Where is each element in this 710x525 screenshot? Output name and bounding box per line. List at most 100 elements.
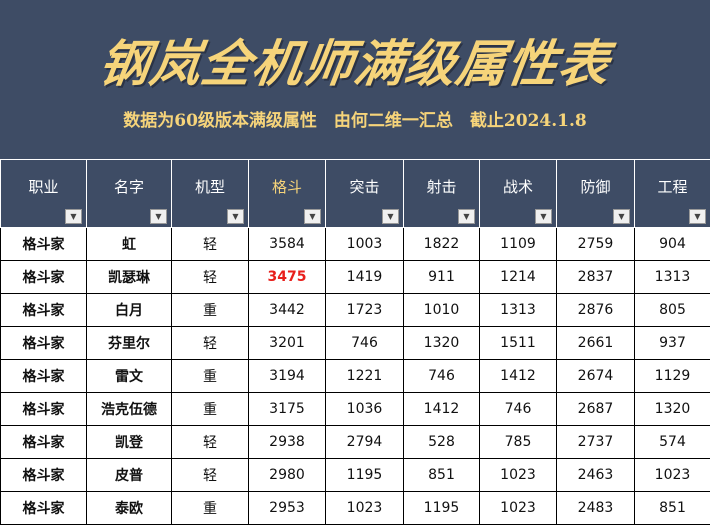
column-header[interactable]: 防御▼ [557, 160, 635, 228]
table-cell[interactable]: 851 [635, 492, 710, 525]
table-cell[interactable]: 格斗家 [1, 393, 87, 426]
column-header[interactable]: 射击▼ [404, 160, 480, 228]
table-cell[interactable]: 2674 [557, 360, 635, 393]
dropdown-icon[interactable]: ▼ [150, 209, 167, 224]
filter-active-icon[interactable]: ▼ [65, 209, 82, 224]
table-cell[interactable]: 轻 [172, 228, 249, 261]
table-cell[interactable]: 格斗家 [1, 492, 87, 525]
table-cell[interactable]: 重 [172, 492, 249, 525]
table-cell[interactable]: 2953 [249, 492, 326, 525]
column-header[interactable]: 战术▼ [480, 160, 557, 228]
table-cell[interactable]: 1723 [326, 294, 404, 327]
table-cell[interactable]: 2737 [557, 426, 635, 459]
table-cell[interactable]: 轻 [172, 426, 249, 459]
column-header[interactable]: 格斗▼ [249, 160, 326, 228]
table-cell[interactable]: 528 [404, 426, 480, 459]
table-cell[interactable]: 格斗家 [1, 228, 87, 261]
table-cell[interactable]: 805 [635, 294, 710, 327]
table-cell[interactable]: 1023 [635, 459, 710, 492]
table-cell[interactable]: 1221 [326, 360, 404, 393]
table-cell[interactable]: 轻 [172, 459, 249, 492]
table-cell[interactable]: 重 [172, 360, 249, 393]
table-cell[interactable]: 2837 [557, 261, 635, 294]
dropdown-icon[interactable]: ▼ [382, 209, 399, 224]
table-cell[interactable]: 1214 [480, 261, 557, 294]
table-cell[interactable]: 雷文 [87, 360, 172, 393]
table-cell[interactable]: 3175 [249, 393, 326, 426]
table-cell[interactable]: 芬里尔 [87, 327, 172, 360]
table-cell[interactable]: 1129 [635, 360, 710, 393]
table-cell[interactable]: 1320 [404, 327, 480, 360]
table-cell[interactable]: 白月 [87, 294, 172, 327]
table-cell[interactable]: 904 [635, 228, 710, 261]
table-cell[interactable]: 3584 [249, 228, 326, 261]
table-cell[interactable]: 3201 [249, 327, 326, 360]
table-cell[interactable]: 1195 [404, 492, 480, 525]
table-cell[interactable]: 1010 [404, 294, 480, 327]
table-cell[interactable]: 2759 [557, 228, 635, 261]
table-cell[interactable]: 2483 [557, 492, 635, 525]
table-cell[interactable]: 1313 [480, 294, 557, 327]
dropdown-icon[interactable]: ▼ [535, 209, 552, 224]
table-cell[interactable]: 3442 [249, 294, 326, 327]
column-header[interactable]: 职业▼ [1, 160, 87, 228]
table-cell[interactable]: 1822 [404, 228, 480, 261]
table-cell[interactable]: 轻 [172, 261, 249, 294]
dropdown-icon[interactable]: ▼ [689, 209, 706, 224]
table-cell[interactable]: 1023 [480, 459, 557, 492]
table-cell[interactable]: 1023 [326, 492, 404, 525]
column-header[interactable]: 突击▼ [326, 160, 404, 228]
table-cell[interactable]: 1195 [326, 459, 404, 492]
dropdown-icon[interactable]: ▼ [613, 209, 630, 224]
table-cell[interactable]: 皮普 [87, 459, 172, 492]
table-cell[interactable]: 2463 [557, 459, 635, 492]
table-cell[interactable]: 746 [326, 327, 404, 360]
table-cell[interactable]: 1313 [635, 261, 710, 294]
table-cell[interactable]: 凯登 [87, 426, 172, 459]
table-cell[interactable]: 2938 [249, 426, 326, 459]
table-cell[interactable]: 格斗家 [1, 459, 87, 492]
table-cell[interactable]: 3475 [249, 261, 326, 294]
table-cell[interactable]: 凯瑟琳 [87, 261, 172, 294]
table-cell[interactable]: 2876 [557, 294, 635, 327]
table-cell[interactable]: 1320 [635, 393, 710, 426]
table-cell[interactable]: 2980 [249, 459, 326, 492]
table-cell[interactable]: 746 [480, 393, 557, 426]
table-cell[interactable]: 1023 [480, 492, 557, 525]
table-cell[interactable]: 1412 [480, 360, 557, 393]
table-cell[interactable]: 重 [172, 393, 249, 426]
table-cell[interactable]: 1412 [404, 393, 480, 426]
table-cell[interactable]: 574 [635, 426, 710, 459]
table-cell[interactable]: 2687 [557, 393, 635, 426]
table-cell[interactable]: 2661 [557, 327, 635, 360]
table-cell[interactable]: 785 [480, 426, 557, 459]
table-cell[interactable]: 泰欧 [87, 492, 172, 525]
table-cell[interactable]: 1419 [326, 261, 404, 294]
table-cell[interactable]: 1511 [480, 327, 557, 360]
column-header[interactable]: 机型▼ [172, 160, 249, 228]
table-cell[interactable]: 2794 [326, 426, 404, 459]
table-cell[interactable]: 格斗家 [1, 360, 87, 393]
table-cell[interactable]: 重 [172, 294, 249, 327]
table-cell[interactable]: 格斗家 [1, 426, 87, 459]
table-cell[interactable]: 911 [404, 261, 480, 294]
table-cell[interactable]: 746 [404, 360, 480, 393]
table-cell[interactable]: 851 [404, 459, 480, 492]
table-cell[interactable]: 1003 [326, 228, 404, 261]
table-cell[interactable]: 格斗家 [1, 261, 87, 294]
dropdown-icon[interactable]: ▼ [227, 209, 244, 224]
table-cell[interactable]: 格斗家 [1, 327, 87, 360]
dropdown-icon[interactable]: ▼ [304, 209, 321, 224]
column-header[interactable]: 名字▼ [87, 160, 172, 228]
table-cell[interactable]: 浩克伍德 [87, 393, 172, 426]
column-header[interactable]: 工程▼ [635, 160, 710, 228]
table-cell[interactable]: 1036 [326, 393, 404, 426]
table-cell[interactable]: 格斗家 [1, 294, 87, 327]
table-cell[interactable]: 1109 [480, 228, 557, 261]
dropdown-icon[interactable]: ▼ [458, 209, 475, 224]
table-cell[interactable]: 937 [635, 327, 710, 360]
table-cell[interactable]: 虹 [87, 228, 172, 261]
table-cell[interactable]: 3194 [249, 360, 326, 393]
table-cell[interactable]: 轻 [172, 327, 249, 360]
